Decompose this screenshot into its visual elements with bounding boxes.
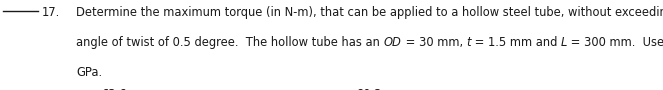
Text: 17.: 17. <box>42 6 60 19</box>
Text: = 300 mm.  Use G = 80: = 300 mm. Use G = 80 <box>568 36 663 49</box>
Text: a.: a. <box>76 88 87 90</box>
Text: Determine the maximum torque (in N-m), that can be applied to a hollow steel tub: Determine the maximum torque (in N-m), t… <box>76 6 663 19</box>
Text: GPa.: GPa. <box>76 66 102 79</box>
Text: c.: c. <box>332 88 341 90</box>
Text: OD: OD <box>384 36 402 49</box>
Text: angle of twist of 0.5 degree.  The hollow tube has an: angle of twist of 0.5 degree. The hollow… <box>76 36 384 49</box>
Text: 80.3: 80.3 <box>357 88 382 90</box>
Text: 63.6: 63.6 <box>101 88 127 90</box>
Text: t: t <box>466 36 471 49</box>
Text: L: L <box>561 36 568 49</box>
Text: = 30 mm,: = 30 mm, <box>402 36 466 49</box>
Text: = 1.5 mm and: = 1.5 mm and <box>471 36 561 49</box>
